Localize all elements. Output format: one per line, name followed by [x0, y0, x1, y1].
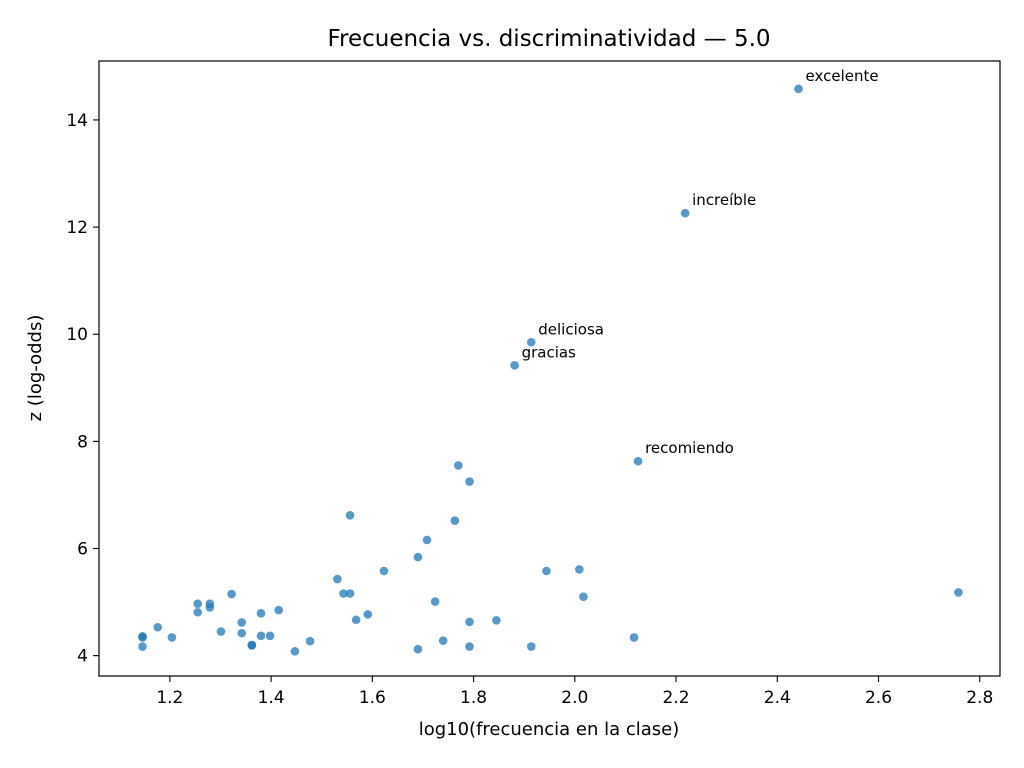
data-point: [290, 647, 300, 656]
annotations: excelente increíble deliciosa gracias recomi…: [522, 67, 879, 457]
data-point: [465, 617, 474, 627]
data-point: [193, 607, 203, 617]
data-point: [954, 588, 963, 597]
data-point: [575, 565, 584, 574]
x-tick-label: 2.4: [764, 688, 791, 708]
data-point: [579, 592, 588, 602]
data-point: [465, 642, 474, 651]
data-point: [339, 589, 348, 598]
data-point: [351, 615, 361, 625]
plot-frame: [98, 60, 1001, 677]
data-point: [247, 641, 257, 650]
data-point: [450, 516, 460, 525]
data-point: [216, 627, 226, 636]
x-tick-label: 2.0: [561, 688, 588, 708]
data-point: [237, 618, 247, 627]
data-point: [193, 599, 203, 608]
data-point: [438, 636, 448, 645]
data-point: [345, 589, 355, 598]
y-tick-label: 10: [66, 325, 88, 345]
point-annotation: recomiendo: [645, 439, 734, 457]
data-point: [422, 535, 432, 545]
x-tick-label: 1.2: [156, 688, 183, 708]
x-tick-label: 2.6: [865, 688, 892, 708]
x-axis: 1.2 1.4 1.6 1.8 2.0 2.2 2.4 2.6 2.8: [156, 676, 993, 708]
data-point: [227, 589, 236, 599]
data-point: [256, 631, 266, 641]
data-point: [454, 461, 463, 470]
data-point: [363, 610, 373, 619]
data-point: [153, 622, 163, 632]
data-point: [633, 456, 643, 466]
data-point: [379, 566, 389, 576]
data-point: [345, 510, 355, 520]
y-tick-label: 4: [77, 647, 88, 667]
data-point: [526, 642, 536, 651]
data-point: [794, 84, 803, 94]
data-point: [542, 566, 551, 576]
data-point: [465, 477, 474, 486]
data-point: [138, 633, 147, 642]
x-tick-label: 1.4: [258, 688, 285, 708]
x-tick-label: 2.2: [663, 688, 690, 708]
data-point: [680, 208, 690, 218]
data-points: [138, 84, 963, 656]
x-tick-label: 1.6: [359, 688, 386, 708]
chart-title: Frecuencia vs. discriminatividad — 5.0: [327, 26, 770, 52]
x-tick-label: 1.8: [460, 688, 487, 708]
data-point: [629, 633, 639, 642]
y-axis-label: z (log-odds): [25, 315, 46, 422]
data-point: [510, 360, 519, 370]
y-tick-label: 12: [66, 218, 88, 238]
data-point: [138, 642, 147, 651]
x-tick-label: 2.8: [966, 688, 993, 708]
point-annotation: gracias: [522, 343, 576, 361]
data-point: [256, 609, 266, 618]
plot-area: [98, 60, 1001, 677]
data-point: [333, 574, 342, 584]
data-point: [305, 636, 315, 646]
y-tick-label: 6: [77, 540, 88, 560]
y-axis: 4 6 8 10 12 14: [66, 111, 99, 667]
data-point: [274, 605, 283, 615]
point-annotation: increíble: [692, 191, 756, 209]
data-point: [492, 615, 501, 625]
point-annotation: deliciosa: [538, 320, 604, 338]
data-point: [413, 552, 423, 562]
data-point: [205, 603, 215, 612]
data-point: [430, 597, 440, 606]
data-point: [167, 633, 177, 642]
x-axis-label: log10(frecuencia en la clase): [419, 719, 680, 740]
y-tick-label: 14: [66, 111, 88, 131]
data-point: [265, 631, 275, 641]
point-annotation: excelente: [806, 67, 879, 85]
data-point: [237, 628, 247, 638]
data-point: [526, 337, 536, 347]
y-tick-label: 8: [77, 432, 88, 452]
data-point: [413, 644, 423, 654]
